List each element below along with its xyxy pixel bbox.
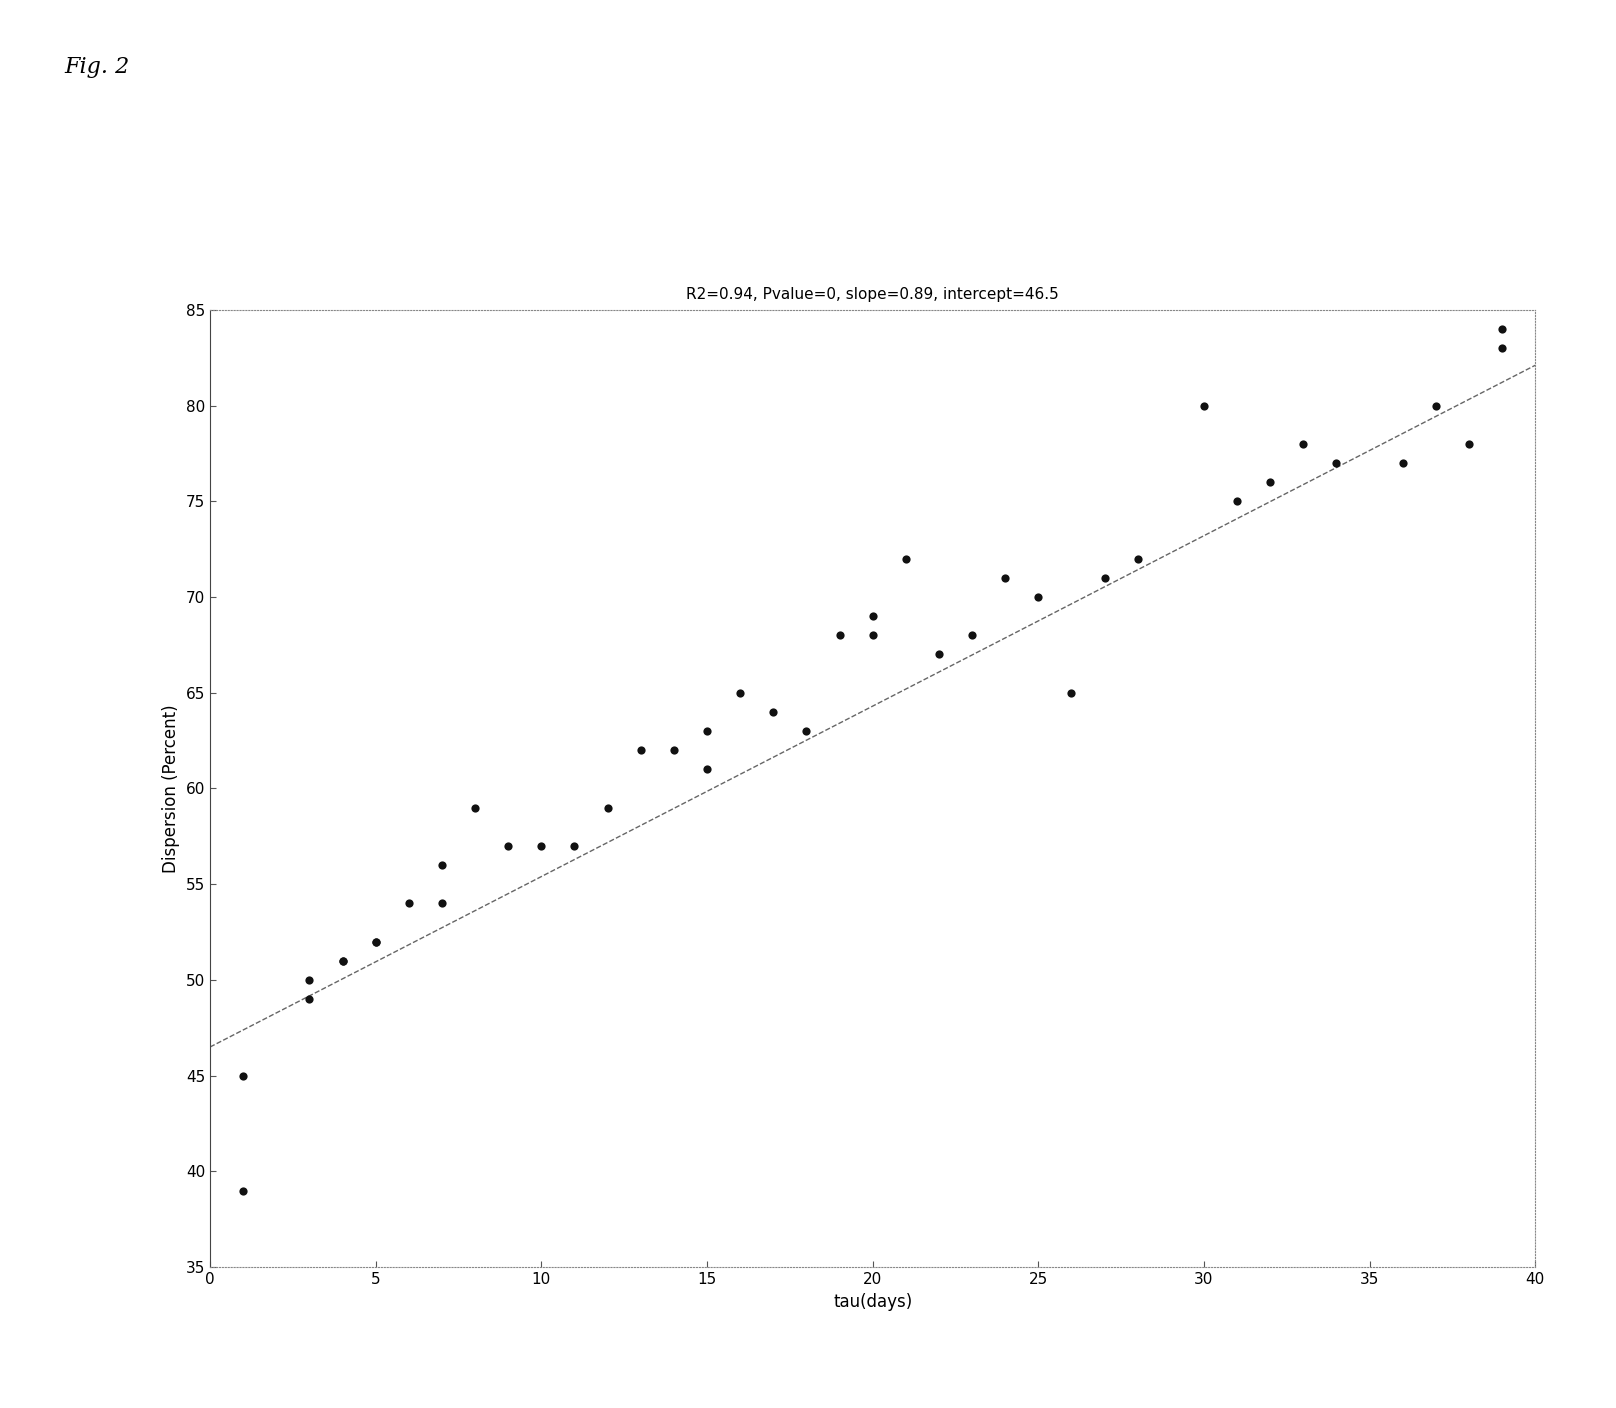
Point	[661, 739, 687, 762]
Point	[727, 681, 753, 704]
Point	[528, 835, 554, 857]
Point	[827, 624, 853, 646]
Point	[1324, 452, 1349, 474]
Y-axis label: Dispersion (Percent): Dispersion (Percent)	[162, 704, 181, 873]
Point	[362, 931, 389, 953]
Point	[231, 1180, 257, 1202]
Point	[297, 988, 323, 1011]
Point	[396, 893, 422, 915]
Point	[231, 1064, 257, 1087]
Point	[860, 624, 886, 646]
Point	[1290, 432, 1315, 455]
Point	[761, 701, 787, 724]
Point	[1025, 586, 1050, 608]
Point	[627, 739, 653, 762]
Point	[695, 719, 721, 742]
Point	[562, 835, 588, 857]
Point	[1390, 452, 1416, 474]
Point	[992, 566, 1018, 589]
Point	[1490, 318, 1516, 341]
Point	[860, 605, 886, 628]
Point	[462, 797, 488, 819]
Point	[1058, 681, 1084, 704]
Text: Fig. 2: Fig. 2	[65, 56, 129, 79]
Point	[1191, 394, 1217, 417]
Point	[330, 949, 356, 972]
Point	[297, 969, 323, 991]
Point	[1225, 490, 1251, 513]
Point	[892, 548, 918, 570]
Point	[793, 719, 819, 742]
Point	[494, 835, 520, 857]
Point	[430, 853, 456, 876]
Point	[960, 624, 986, 646]
Point	[430, 893, 456, 915]
Point	[1456, 432, 1482, 455]
X-axis label: tau(days): tau(days)	[832, 1293, 913, 1311]
Title: R2=0.94, Pvalue=0, slope=0.89, intercept=46.5: R2=0.94, Pvalue=0, slope=0.89, intercept…	[687, 287, 1058, 301]
Point	[1257, 470, 1283, 493]
Point	[1424, 394, 1450, 417]
Point	[362, 931, 389, 953]
Point	[330, 949, 356, 972]
Point	[1490, 337, 1516, 359]
Point	[595, 797, 621, 819]
Point	[1125, 548, 1151, 570]
Point	[695, 758, 721, 780]
Point	[926, 643, 952, 666]
Point	[1092, 566, 1118, 589]
